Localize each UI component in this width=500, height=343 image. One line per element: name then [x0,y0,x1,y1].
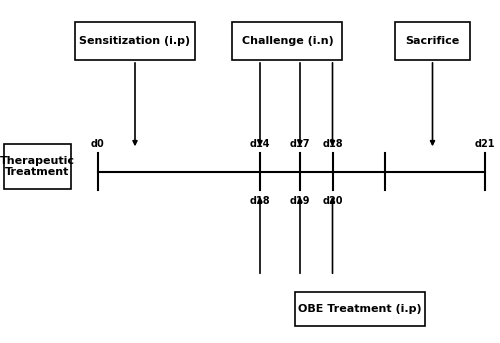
Text: d18: d18 [322,139,343,149]
Text: d14: d14 [250,139,270,149]
Text: d18: d18 [250,196,270,205]
Text: d0: d0 [90,139,104,149]
Text: OBE Treatment (i.p): OBE Treatment (i.p) [298,304,422,314]
Text: d17: d17 [290,139,310,149]
Text: Sensitization (i.p): Sensitization (i.p) [80,36,190,46]
Text: d21: d21 [475,139,495,149]
FancyBboxPatch shape [395,22,470,60]
Text: Therapeutic
Treatment: Therapeutic Treatment [0,156,75,177]
FancyBboxPatch shape [75,22,195,60]
FancyBboxPatch shape [4,144,71,189]
Text: d20: d20 [322,196,343,205]
Text: Challenge (i.n): Challenge (i.n) [242,36,334,46]
Text: d19: d19 [290,196,310,205]
FancyBboxPatch shape [295,292,425,326]
Text: Sacrifice: Sacrifice [406,36,460,46]
FancyBboxPatch shape [232,22,342,60]
